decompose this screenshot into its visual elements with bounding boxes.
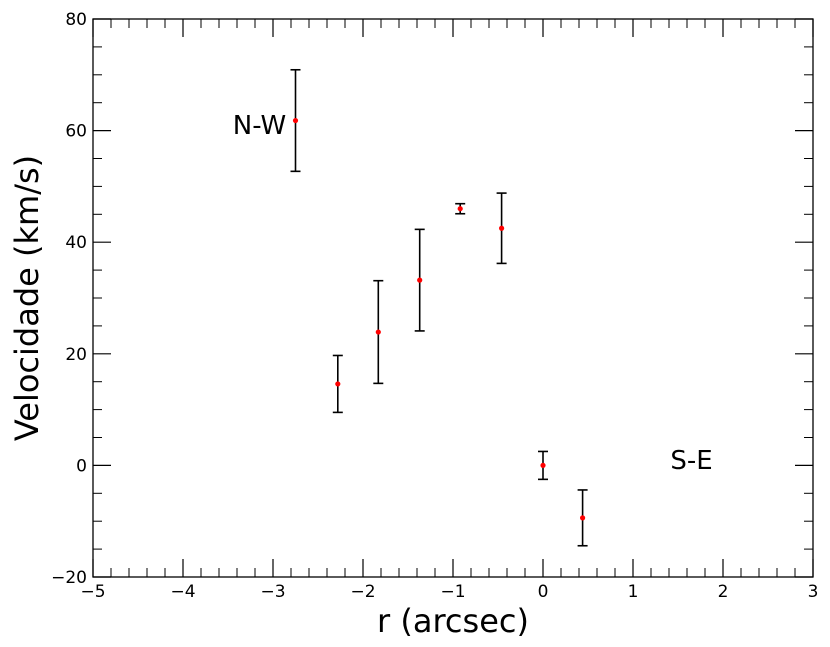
y-tick-label: −20 — [51, 568, 87, 588]
data-points — [292, 117, 586, 521]
x-tick-label: 1 — [628, 582, 639, 602]
plot-frame — [92, 18, 814, 578]
data-point — [540, 462, 546, 468]
x-tick-label: −4 — [170, 582, 195, 602]
y-tick-label: 40 — [65, 233, 87, 253]
annotations: N-W S-E — [233, 111, 713, 476]
minor-ticks — [93, 19, 813, 577]
x-axis-label: r (arcsec) — [377, 602, 529, 640]
annotation-label: S-E — [670, 446, 712, 476]
x-tick-label: −2 — [350, 582, 375, 602]
y-tick-label: 60 — [65, 122, 87, 142]
y-axis-label: Velocidade (km/s) — [8, 155, 46, 441]
data-point — [335, 381, 341, 387]
data-point — [499, 225, 505, 231]
annotation-label: N-W — [233, 111, 287, 141]
data-point — [457, 206, 463, 212]
x-tick-label: 2 — [718, 582, 729, 602]
x-tick-label: 3 — [808, 582, 819, 602]
data-point — [292, 117, 299, 124]
error-bars — [290, 68, 588, 547]
y-tick-label: 0 — [76, 456, 87, 476]
data-point — [580, 515, 586, 521]
x-tick-label: −3 — [260, 582, 285, 602]
x-tick-label: 0 — [538, 582, 549, 602]
data-point — [417, 277, 423, 283]
y-tick-labels: −20 0 20 40 60 80 — [51, 10, 87, 588]
x-tick-label: −5 — [80, 582, 105, 602]
x-tick-labels: −5 −4 −3 −2 −1 0 1 2 3 — [80, 582, 818, 602]
x-tick-label: −1 — [440, 582, 465, 602]
major-ticks — [92, 18, 814, 578]
y-tick-label: 80 — [65, 10, 87, 30]
data-point — [375, 329, 381, 335]
y-tick-label: 20 — [65, 345, 87, 365]
